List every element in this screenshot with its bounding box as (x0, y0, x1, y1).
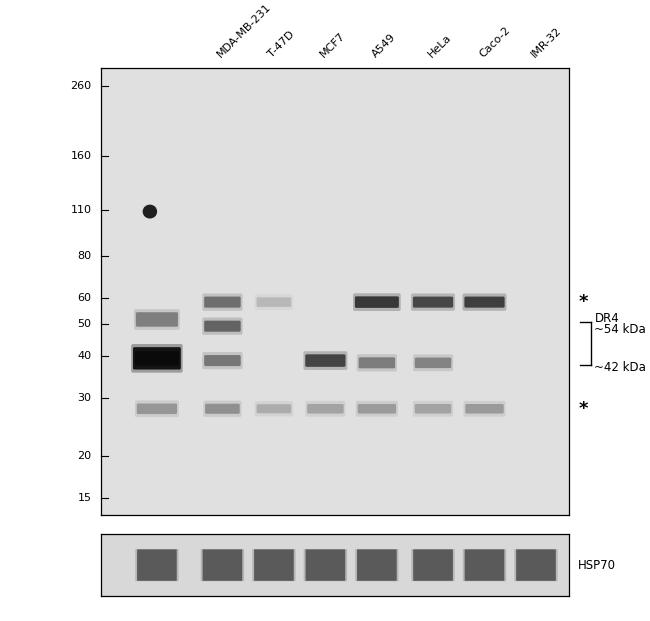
Text: 160: 160 (70, 151, 92, 161)
FancyBboxPatch shape (136, 404, 177, 414)
Text: 60: 60 (77, 292, 92, 302)
FancyBboxPatch shape (514, 549, 558, 581)
Text: *: * (578, 293, 588, 311)
FancyBboxPatch shape (413, 550, 453, 581)
FancyBboxPatch shape (306, 355, 346, 367)
FancyBboxPatch shape (201, 549, 244, 581)
FancyBboxPatch shape (465, 404, 504, 414)
FancyBboxPatch shape (203, 550, 242, 581)
FancyBboxPatch shape (133, 347, 181, 369)
Text: MDA-MB-231: MDA-MB-231 (215, 2, 273, 60)
Text: DR4: DR4 (595, 312, 619, 325)
Circle shape (144, 206, 157, 218)
FancyBboxPatch shape (203, 401, 242, 417)
FancyBboxPatch shape (304, 351, 347, 370)
FancyBboxPatch shape (307, 404, 344, 414)
Text: Caco-2: Caco-2 (478, 25, 512, 60)
Text: 15: 15 (77, 492, 92, 502)
Text: 30: 30 (77, 392, 92, 402)
FancyBboxPatch shape (357, 550, 396, 581)
Text: HeLa: HeLa (426, 32, 453, 60)
FancyBboxPatch shape (355, 549, 398, 581)
Text: 20: 20 (77, 451, 92, 461)
FancyBboxPatch shape (411, 294, 455, 310)
FancyBboxPatch shape (252, 549, 296, 581)
Text: 80: 80 (77, 251, 92, 261)
FancyBboxPatch shape (357, 354, 397, 371)
FancyBboxPatch shape (355, 296, 399, 308)
FancyBboxPatch shape (413, 401, 453, 417)
Text: ~54 kDa: ~54 kDa (595, 324, 646, 336)
FancyBboxPatch shape (205, 404, 240, 414)
FancyBboxPatch shape (255, 401, 293, 417)
FancyBboxPatch shape (133, 348, 181, 369)
FancyBboxPatch shape (134, 309, 180, 330)
FancyBboxPatch shape (204, 355, 240, 366)
FancyBboxPatch shape (304, 549, 347, 581)
Text: IMR-32: IMR-32 (529, 25, 563, 60)
Text: 40: 40 (77, 351, 92, 361)
Text: HSP70: HSP70 (578, 559, 616, 571)
FancyBboxPatch shape (411, 549, 455, 581)
FancyBboxPatch shape (254, 550, 294, 581)
FancyBboxPatch shape (202, 294, 242, 310)
Text: T-47D: T-47D (267, 29, 297, 60)
Text: *: * (578, 400, 588, 418)
FancyBboxPatch shape (135, 549, 179, 581)
FancyBboxPatch shape (202, 317, 242, 335)
FancyBboxPatch shape (463, 294, 506, 310)
FancyBboxPatch shape (137, 550, 177, 581)
FancyBboxPatch shape (358, 404, 396, 414)
FancyBboxPatch shape (463, 549, 506, 581)
FancyBboxPatch shape (464, 297, 504, 307)
FancyBboxPatch shape (204, 320, 240, 332)
FancyBboxPatch shape (131, 344, 183, 373)
FancyBboxPatch shape (356, 401, 398, 417)
Text: MCF7: MCF7 (318, 30, 347, 60)
FancyBboxPatch shape (257, 297, 291, 307)
FancyBboxPatch shape (463, 401, 506, 417)
FancyBboxPatch shape (516, 550, 556, 581)
FancyBboxPatch shape (135, 401, 179, 417)
FancyBboxPatch shape (257, 404, 291, 414)
FancyBboxPatch shape (415, 358, 451, 368)
FancyBboxPatch shape (415, 404, 451, 414)
FancyBboxPatch shape (413, 297, 453, 307)
FancyBboxPatch shape (465, 550, 504, 581)
Text: A549: A549 (370, 32, 397, 60)
FancyBboxPatch shape (135, 351, 179, 366)
Text: 110: 110 (70, 205, 92, 215)
FancyBboxPatch shape (413, 355, 453, 371)
Text: ~42 kDa: ~42 kDa (595, 361, 646, 374)
FancyBboxPatch shape (204, 297, 240, 307)
FancyBboxPatch shape (202, 352, 242, 369)
FancyBboxPatch shape (359, 357, 395, 368)
FancyBboxPatch shape (255, 294, 293, 310)
Text: 260: 260 (70, 81, 92, 91)
Text: 50: 50 (77, 319, 92, 329)
FancyBboxPatch shape (353, 293, 401, 311)
FancyBboxPatch shape (136, 312, 178, 327)
FancyBboxPatch shape (306, 550, 345, 581)
FancyBboxPatch shape (306, 401, 346, 417)
